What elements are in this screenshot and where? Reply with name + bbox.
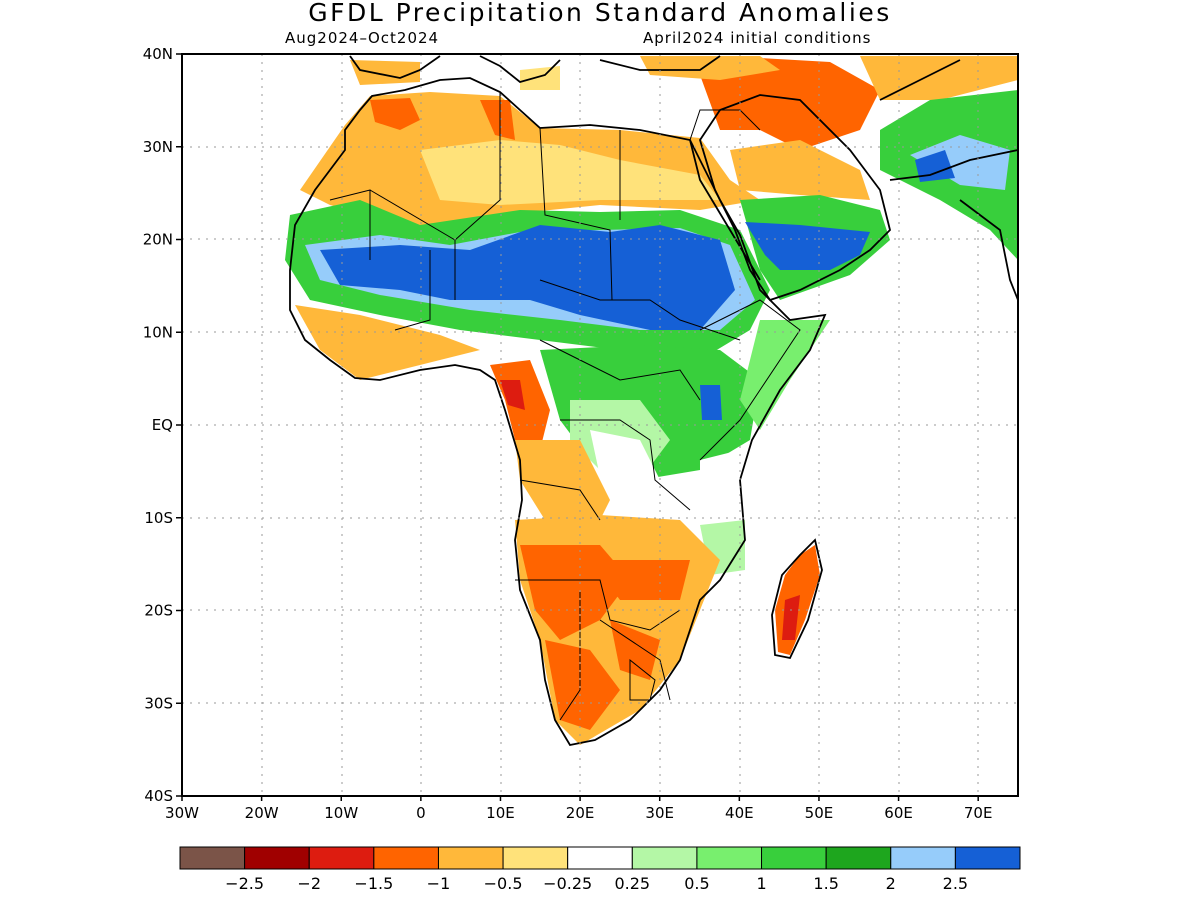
arabia-coast	[699, 94, 891, 302]
border-set-5	[689, 109, 801, 461]
map-title: GFDL Precipitation Standard Anomalies	[308, 0, 892, 27]
legend-swatch	[696, 846, 763, 870]
lat-tick-label: 40N	[143, 45, 173, 63]
legend-label: −2.5	[225, 874, 264, 893]
legend-swatch	[437, 846, 504, 870]
field-madagascar-red	[782, 595, 800, 640]
legend-label: 0.25	[614, 874, 650, 893]
field-asia-lightblue	[910, 135, 1010, 190]
anomaly-fields	[285, 56, 1018, 745]
legend-swatch	[179, 846, 246, 870]
legend-label: −1	[427, 874, 451, 893]
field-sahara-light	[420, 140, 720, 205]
legend-swatch	[244, 846, 310, 870]
lon-tick-label: 0	[416, 804, 426, 822]
field-gabon-red	[500, 380, 525, 410]
legend-label: 2	[886, 874, 896, 893]
europe-coast	[349, 55, 721, 83]
field-iran-dry	[860, 56, 1018, 100]
field-middle-east-dry	[700, 58, 880, 150]
field-horn-green	[740, 320, 830, 430]
lat-tick-label: 10S	[144, 509, 173, 527]
lat-tick-label: 30N	[143, 138, 173, 156]
border-set-3	[519, 339, 701, 521]
legend-label: 0.5	[684, 874, 709, 893]
field-turkey-dry	[640, 56, 780, 80]
legend-label: 1	[756, 874, 766, 893]
field-libya-dry	[480, 100, 515, 140]
latitude-axis: 40N 30N 20N 10N EQ 10S 20S 30S 40S	[143, 45, 182, 805]
initial-conditions: April2024 initial conditions	[643, 29, 872, 47]
forecast-period: Aug2024–Oct2024	[285, 29, 440, 47]
color-legend: −2.5 −2 −1.5 −1 −0.5 −0.25 0.25 0.5 1 1.5 2 2.5	[179, 846, 1021, 893]
legend-swatch	[825, 846, 892, 870]
legend-swatch	[502, 846, 569, 870]
africa-coastline	[289, 77, 827, 747]
lon-tick-label: 30E	[645, 804, 674, 822]
field-morocco-dry	[370, 98, 420, 130]
legend-swatch	[567, 846, 633, 870]
field-med-yellow	[520, 66, 560, 90]
lat-tick-label: 10N	[143, 323, 173, 341]
border-set-2	[329, 189, 741, 341]
lon-tick-label: 70E	[964, 804, 993, 822]
field-lake-blue	[700, 385, 722, 420]
legend-label: 1.5	[813, 874, 838, 893]
field-sahel-blue	[320, 225, 735, 330]
legend-swatch	[954, 846, 1021, 870]
lon-tick-label: 40E	[725, 804, 754, 822]
lon-tick-label: 10W	[324, 804, 358, 822]
gridlines	[182, 54, 1018, 796]
field-south-orange2	[590, 560, 690, 600]
legend-label: −0.5	[484, 874, 523, 893]
legend-label: −1.5	[354, 874, 393, 893]
field-east-white	[700, 450, 745, 525]
madagascar-coast	[771, 538, 823, 660]
field-arabia-blue	[745, 222, 870, 270]
field-arabia-yellow	[730, 140, 870, 200]
legend-swatch	[761, 846, 827, 870]
border-set-1	[369, 92, 621, 301]
field-south-orange3	[545, 640, 620, 730]
coastlines	[289, 55, 1018, 747]
legend-label: 2.5	[943, 874, 968, 893]
asia-coast	[879, 59, 1018, 181]
country-borders	[329, 92, 801, 721]
lat-tick-label: EQ	[152, 416, 173, 434]
longitude-axis: 30W 20W 10W 0 10E 20E 30E 40E 50E 60E 70E	[165, 796, 992, 822]
lon-tick-label: 60E	[884, 804, 913, 822]
legend-label: −2	[297, 874, 321, 893]
legend-swatch	[631, 846, 698, 870]
lon-tick-label: 10E	[486, 804, 515, 822]
legend-swatch	[373, 846, 439, 870]
lon-tick-label: 30W	[165, 804, 199, 822]
field-guinea-yellow	[295, 305, 480, 380]
lat-tick-label: 30S	[144, 694, 173, 712]
border-set-4	[515, 579, 681, 721]
legend-swatch	[890, 846, 956, 870]
field-asia-blue	[915, 150, 955, 182]
lat-tick-label: 20N	[143, 231, 173, 249]
field-central-white	[590, 430, 660, 510]
legend-swatch	[308, 846, 375, 870]
lon-tick-label: 20W	[245, 804, 279, 822]
india-coast	[959, 199, 1018, 301]
lat-tick-label: 40S	[144, 787, 173, 805]
lat-tick-label: 20S	[144, 602, 173, 620]
field-nafrica-coast	[350, 60, 420, 85]
legend-label: −0.25	[543, 874, 592, 893]
lon-tick-label: 50E	[805, 804, 834, 822]
red-sea	[689, 139, 761, 281]
lon-tick-label: 20E	[566, 804, 595, 822]
